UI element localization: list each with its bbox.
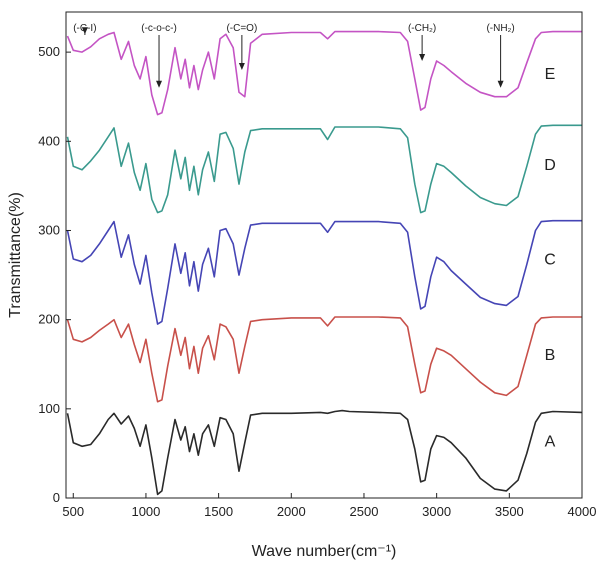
- x-tick-label: 500: [62, 504, 84, 519]
- series-line-B: [66, 316, 582, 403]
- series-label-C: C: [544, 251, 556, 268]
- x-tick-label: 1000: [131, 504, 160, 519]
- y-tick-label: 400: [38, 133, 60, 148]
- annotation-arrow-head: [497, 80, 504, 88]
- x-axis-title: Wave number(cm⁻¹): [252, 543, 397, 560]
- series-line-C: [66, 219, 582, 325]
- axis-ticks: 500 1000 1500 2000 2500 3000 3500 4000 0 100 200 30…: [38, 44, 596, 519]
- y-tick-label: 100: [38, 401, 60, 416]
- series-line-D: [66, 124, 582, 214]
- series-label-D: D: [544, 157, 556, 174]
- annotation-label: (-NH₂): [486, 23, 514, 34]
- x-tick-label: 3500: [495, 504, 524, 519]
- annotation-arrow-head: [238, 62, 245, 70]
- annotation-arrow-head: [81, 27, 88, 35]
- annotations: (-C-I)(-c-o-c-)(-C=O)(-CH₂)(-NH₂): [73, 23, 515, 88]
- series-line-E: [66, 30, 582, 116]
- x-tick-label: 2500: [350, 504, 379, 519]
- series-line-A: [66, 409, 583, 496]
- y-tick-label: 200: [38, 312, 60, 327]
- series-label-A: A: [545, 433, 556, 450]
- annotation-label: (-C=O): [226, 23, 257, 34]
- plot-frame: [65, 11, 583, 499]
- annotation-arrow-head: [156, 80, 163, 88]
- series-label-B: B: [545, 347, 556, 364]
- plot-area: [66, 30, 583, 496]
- x-tick-label: 4000: [568, 504, 597, 519]
- y-tick-label: 0: [53, 490, 60, 505]
- x-tick-label: 3000: [422, 504, 451, 519]
- x-tick-label: 2000: [277, 504, 306, 519]
- y-tick-label: 300: [38, 222, 60, 237]
- annotation-label: (-c-o-c-): [141, 23, 177, 34]
- annotation-label: (-CH₂): [408, 23, 436, 34]
- annotation-arrow-head: [419, 54, 426, 62]
- y-axis-title: Transmittance(%): [7, 192, 24, 318]
- series-label-E: E: [545, 66, 556, 83]
- series-labels: A B C D E: [544, 66, 556, 450]
- y-tick-label: 500: [38, 44, 60, 59]
- x-tick-label: 1500: [204, 504, 233, 519]
